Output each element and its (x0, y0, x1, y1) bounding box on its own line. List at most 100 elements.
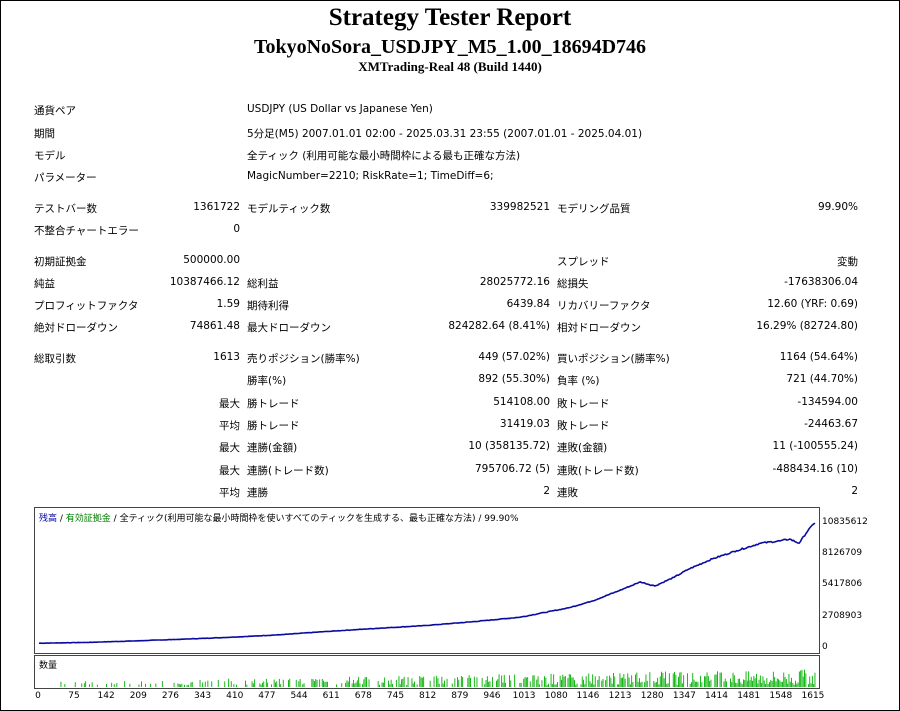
volume-bar (510, 680, 512, 687)
avg-prefix-2: 平均 (219, 487, 240, 499)
volume-bar (407, 677, 409, 687)
max-prefix: 最大 (219, 398, 240, 410)
volume-bar (769, 682, 770, 687)
volume-bar (199, 680, 201, 687)
volume-bar (767, 684, 769, 687)
x-tick-label: 1280 (640, 691, 664, 701)
volume-bar (811, 675, 813, 687)
volume-bar (298, 681, 300, 687)
volume-bar (481, 677, 483, 687)
volume-bar (789, 681, 791, 687)
volume-bar (458, 679, 460, 687)
volume-bar (726, 681, 727, 687)
volume-bar (177, 683, 179, 687)
volume-bar (627, 673, 629, 687)
volume-bar (745, 671, 747, 687)
volume-bar (278, 678, 280, 687)
volume-bar (555, 684, 557, 687)
row-model: モデル 全ティック (利用可能な最小時間枠による最も正確な方法) (0, 145, 900, 165)
volume-bar (536, 679, 538, 687)
volume-bar (590, 683, 592, 687)
volume-bar (327, 681, 328, 687)
volume-bar (620, 678, 622, 687)
volume-bar (401, 679, 402, 687)
volume-bar (691, 682, 692, 687)
volume-bar (358, 676, 360, 687)
model-label: モデル (34, 150, 66, 162)
volume-bar (85, 681, 87, 687)
volume-bar (765, 684, 766, 687)
volume-bar (414, 681, 415, 687)
volume-bar (178, 684, 180, 687)
errors-value: 0 (233, 223, 240, 235)
volume-bar (288, 680, 289, 687)
volume-bar (180, 684, 181, 687)
volume-bar (368, 679, 370, 687)
volume-bar (585, 676, 587, 687)
volume-bar (377, 681, 379, 687)
row-net: 純益 10387466.12 総利益 28025772.16 総損失 -1763… (0, 273, 900, 293)
volume-bar (640, 682, 642, 687)
x-tick-label: 1414 (705, 691, 728, 701)
volume-bar (700, 675, 701, 687)
volume-bar (796, 683, 798, 687)
volume-bar (402, 678, 404, 687)
volume-bar (659, 676, 661, 687)
row-avg-trade: 平均 勝トレード 31419.03 敗トレード -24463.67 (0, 415, 900, 435)
legend-sep-2: / (110, 514, 120, 524)
volume-bar (390, 679, 392, 687)
gross-loss-value: -17638306.04 (784, 276, 858, 288)
volume-bar (772, 671, 774, 687)
y-tick-label: 0 (822, 642, 828, 652)
volume-bar (588, 673, 590, 687)
volume-chart: 数量 (34, 655, 820, 689)
volume-bar (116, 683, 118, 687)
volume-bar (597, 679, 599, 687)
params-label: パラメーター (34, 172, 97, 184)
volume-bar (514, 674, 516, 687)
volume-bar (438, 683, 440, 687)
volume-bar (498, 674, 500, 687)
volume-bar (496, 680, 497, 687)
volume-bar (665, 671, 666, 687)
row-params: パラメーター MagicNumber=2210; RiskRate=1; Tim… (0, 167, 900, 187)
expected-value: 6439.84 (506, 298, 550, 310)
bars-value: 1361722 (193, 201, 240, 213)
volume-bar (442, 683, 444, 687)
y-tick-label: 2708903 (822, 610, 863, 621)
volume-bar (618, 684, 620, 687)
volume-bar (489, 681, 491, 687)
volume-bar (687, 673, 688, 687)
volume-bar (749, 680, 751, 687)
volume-bar (346, 680, 348, 687)
volume-bar (610, 677, 612, 687)
volume-bar (801, 669, 803, 687)
volume-bar (211, 681, 213, 687)
volume-bar (421, 677, 423, 687)
consec-win-cnt-value: 795706.72 (5) (475, 463, 550, 475)
volume-bar (362, 684, 363, 687)
volume-bar (766, 678, 768, 687)
volume-bar (784, 677, 786, 687)
volume-bar (429, 680, 431, 687)
volume-bar (150, 683, 152, 687)
volume-bar (710, 679, 712, 687)
volume-bar (667, 683, 669, 687)
volume-bar (810, 683, 812, 687)
volume-bar (564, 676, 566, 687)
total-trades-label: 総取引数 (34, 353, 76, 365)
volume-bar (271, 684, 272, 687)
volume-bar (780, 681, 782, 687)
max-loss-label: 敗トレード (557, 398, 610, 410)
volume-bar (451, 683, 453, 687)
volume-bar (583, 679, 584, 687)
volume-bar (662, 672, 664, 687)
row-max-trade: 最大 勝トレード 514108.00 敗トレード -134594.00 (0, 393, 900, 413)
volume-bar (321, 679, 323, 687)
volume-bar (145, 683, 146, 687)
volume-bar (501, 675, 503, 687)
volume-bar (379, 684, 380, 687)
row-deposit: 初期証拠金 500000.00 スプレッド 変動 (0, 251, 900, 271)
volume-bar (572, 677, 574, 687)
x-tick-label: 1013 (512, 691, 536, 701)
